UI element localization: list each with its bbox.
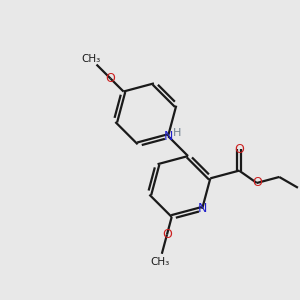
- Text: O: O: [106, 72, 116, 85]
- Text: O: O: [234, 142, 244, 155]
- Text: N: N: [164, 130, 173, 142]
- Text: H: H: [173, 128, 182, 139]
- Text: N: N: [197, 202, 207, 215]
- Text: O: O: [252, 176, 262, 190]
- Text: CH₃: CH₃: [81, 54, 100, 64]
- Text: CH₃: CH₃: [150, 257, 169, 267]
- Text: O: O: [162, 228, 172, 241]
